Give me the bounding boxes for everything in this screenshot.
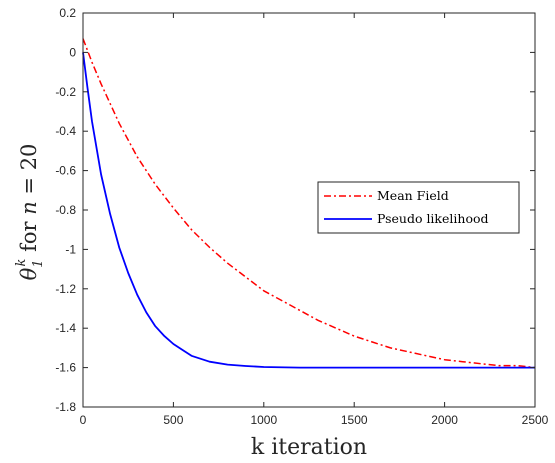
series-line-0 xyxy=(82,38,536,369)
legend-box xyxy=(317,181,520,234)
legend-label-mean-field: Mean Field xyxy=(377,188,449,203)
x-tick-label: 1500 xyxy=(341,413,368,427)
y-tick-label: -0.6 xyxy=(55,164,76,178)
y-tick-label: -0.8 xyxy=(55,203,76,217)
y-tick-label: -1.6 xyxy=(55,361,76,375)
y-tick-label: -1.8 xyxy=(55,400,76,414)
legend-label-pseudo-likelihood: Pseudo likelihood xyxy=(377,211,489,226)
series-line-1 xyxy=(82,52,535,369)
x-tick-label: 2000 xyxy=(431,413,458,427)
x-axis-ticks: 0 500 1000 1500 2000 2500 xyxy=(80,13,549,427)
y-tick-label: -0.2 xyxy=(55,85,76,99)
y-tick-label: -1 xyxy=(65,242,76,256)
curves xyxy=(82,38,536,369)
legend: Mean Field Pseudo likelihood xyxy=(317,181,520,234)
y-axis-label: θ1k for n = 20 xyxy=(14,144,46,281)
y-tick-label: 0.2 xyxy=(59,6,76,20)
x-tick-label: 0 xyxy=(80,413,87,427)
x-tick-label: 500 xyxy=(163,413,183,427)
y-axis-ticks: 0.2 0 -0.2 -0.4 -0.6 -0.8 -1 -1.2 -1.4 -1.6 -1.8 xyxy=(55,6,535,414)
y-tick-label: -1.4 xyxy=(55,321,76,335)
x-tick-label: 1000 xyxy=(250,413,277,427)
y-tick-label: 0 xyxy=(69,45,76,59)
y-tick-label: -0.4 xyxy=(55,124,76,138)
y-tick-label: -1.2 xyxy=(55,282,76,296)
x-tick-label: 2500 xyxy=(522,413,549,427)
x-axis-label: k iteration xyxy=(251,435,367,460)
